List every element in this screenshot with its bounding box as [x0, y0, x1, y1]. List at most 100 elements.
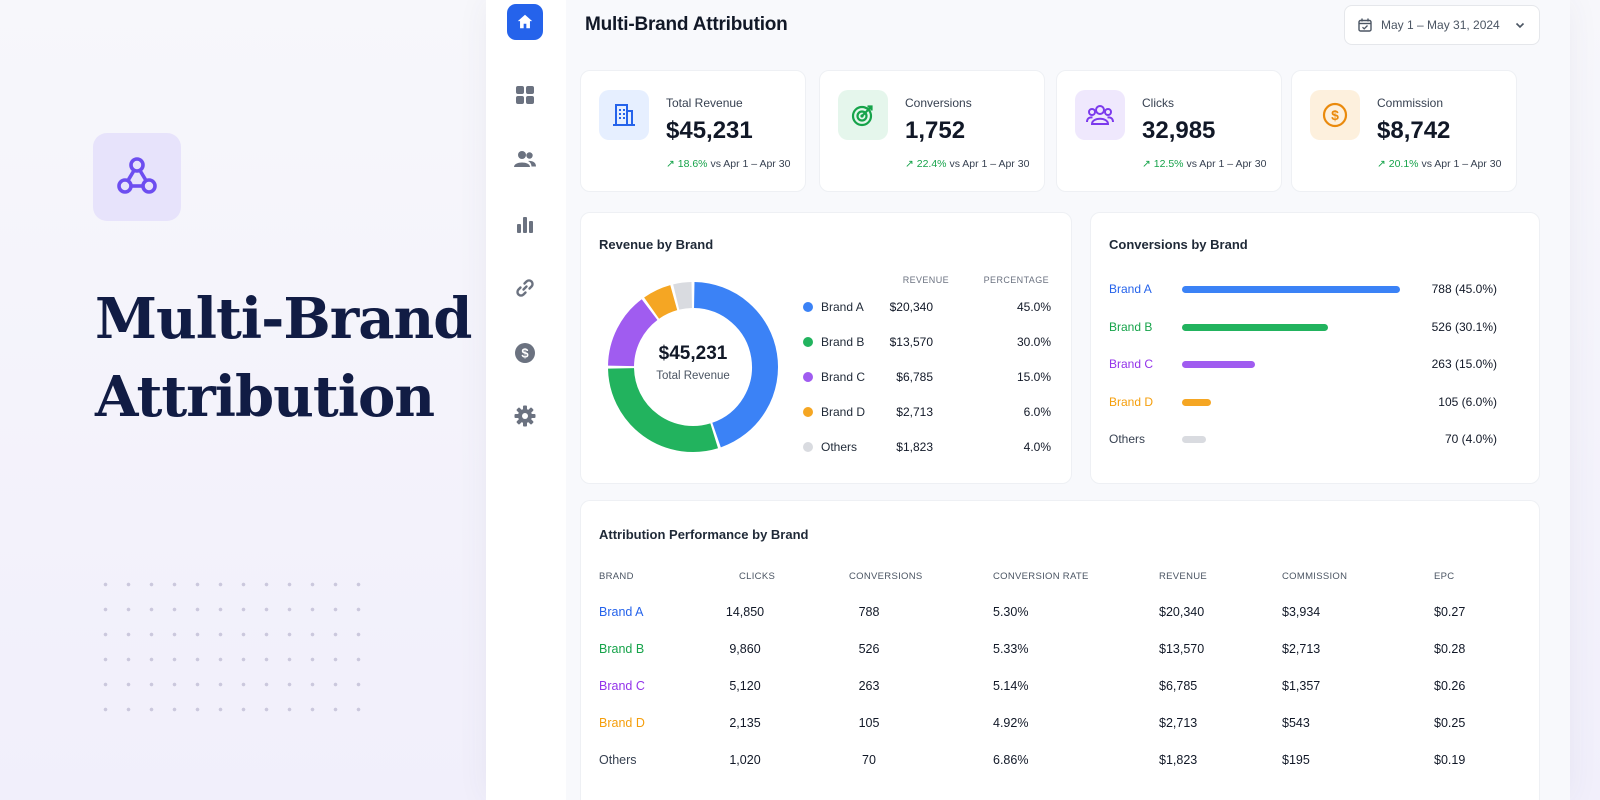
column-header-conversions[interactable]: CONVERSIONS [849, 571, 923, 582]
kpi-value: $45,231 [666, 117, 753, 144]
revenue-by-brand-panel: Revenue by Brand $45,231 Total Revenue R… [580, 212, 1072, 484]
cell-epc: $0.25 [1434, 716, 1466, 730]
trend-up-icon: ↗ [905, 158, 914, 170]
trend-up-icon: ↗ [666, 158, 675, 170]
cell-brand[interactable]: Brand A [599, 605, 644, 619]
hero-title-line-1: Multi-Brand [95, 286, 472, 352]
svg-text:$: $ [521, 346, 529, 361]
cell-commission: $195 [1282, 753, 1310, 767]
legend-row-others: Others $1,823 4.0% [801, 437, 1051, 457]
users-icon [514, 151, 536, 167]
kpi-card-commission: $ Commission $8,742 ↗ 20.1% vs Apr 1 – A… [1291, 70, 1517, 192]
column-header-revenue[interactable]: REVENUE [1159, 571, 1208, 582]
panel-title: Attribution Performance by Brand [599, 527, 809, 542]
legend-label: Brand C [821, 370, 866, 384]
date-range-label: May 1 – May 31, 2024 [1381, 18, 1500, 32]
table-row[interactable]: Others 1,020 70 6.86% $1,823 $195 $0.19 [581, 753, 1539, 775]
cell-brand[interactable]: Others [599, 753, 637, 767]
grid-icon [516, 86, 534, 104]
dot-pattern [94, 572, 364, 712]
calendar-icon [1358, 18, 1372, 32]
sidebar-item-dashboard[interactable] [507, 77, 543, 113]
bar-label: Others [1109, 432, 1146, 446]
dashboard-window: $ Multi-Brand Attribution May 1 – May 31… [486, 0, 1570, 800]
column-header-commission[interactable]: COMMISSION [1282, 571, 1348, 582]
sidebar-item-users[interactable] [507, 141, 543, 177]
column-header-conversion-rate[interactable]: CONVERSION RATE [993, 571, 1089, 582]
kpi-delta: ↗ 12.5% vs Apr 1 – Apr 30 [1142, 158, 1266, 170]
legend-row-brand-b: Brand B $13,570 30.0% [801, 332, 1051, 352]
users-icon [1075, 90, 1125, 140]
bar-value-label: 526 (30.1%) [1431, 319, 1497, 334]
cell-clicks: 2,135 [729, 716, 761, 730]
bar-brand-a[interactable] [1182, 286, 1400, 293]
bar-chart-icon [517, 217, 533, 233]
donut-slice-brand-c[interactable] [608, 299, 658, 367]
table-row[interactable]: Brand C 5,120 263 5.14% $6,785 $1,357 $0.26 [581, 679, 1539, 701]
cell-conversions: 70 [862, 753, 876, 767]
bar-brand-b[interactable] [1182, 323, 1328, 331]
attribution-table-panel: Attribution Performance by Brand BRAND CL… [580, 500, 1540, 800]
main-content: Multi-Brand Attribution May 1 – May 31, … [566, 0, 1570, 800]
sidebar-item-home[interactable] [507, 4, 543, 40]
bar-row-brand-d: Brand D 105 (6.0%) [1109, 393, 1497, 413]
legend-label: Brand B [821, 335, 865, 349]
legend-revenue: $6,785 [896, 370, 933, 384]
sidebar-item-settings[interactable] [507, 398, 543, 434]
donut-slice-brand-b[interactable] [608, 367, 718, 452]
cell-commission: $1,357 [1282, 679, 1321, 693]
building-icon [599, 90, 649, 140]
cell-conversions: 526 [858, 642, 880, 656]
column-header-epc[interactable]: EPC [1434, 571, 1455, 582]
kpi-value: 1,752 [905, 117, 966, 144]
hero-title-line-2: Attribution [95, 364, 435, 430]
kpi-delta-value: 12.5% [1153, 158, 1184, 170]
legend-percentage: 4.0% [1023, 440, 1051, 454]
sidebar-item-links[interactable] [507, 270, 543, 306]
column-header-brand[interactable]: BRAND [599, 571, 634, 582]
kpi-label: Commission [1377, 96, 1444, 110]
date-range-picker[interactable]: May 1 – May 31, 2024 [1344, 5, 1540, 45]
table-row[interactable]: Brand A 14,850 788 5.30% $20,340 $3,934 $0.27 [581, 605, 1539, 627]
legend-revenue: $1,823 [896, 440, 933, 454]
cell-revenue: $20,340 [1159, 605, 1205, 619]
table-row[interactable]: Brand D 2,135 105 4.92% $2,713 $543 $0.25 [581, 716, 1539, 738]
cell-clicks: 5,120 [729, 679, 761, 693]
bar-value-label: 263 (15.0%) [1431, 357, 1497, 371]
donut-slice-brand-d[interactable] [644, 285, 678, 320]
hero: Multi-Brand Attribution [0, 0, 486, 800]
donut-center-label: Total Revenue [656, 370, 730, 382]
gear-icon [514, 405, 536, 427]
chevron-down-icon [1515, 22, 1525, 29]
table-row[interactable]: Brand B 9,860 526 5.33% $13,570 $2,713 $0.28 [581, 642, 1539, 664]
cell-clicks: 1,020 [729, 753, 761, 767]
donut-slice-others[interactable] [673, 282, 693, 310]
cell-revenue: $6,785 [1159, 679, 1198, 693]
bar-others[interactable] [1182, 436, 1206, 443]
kpi-value: $8,742 [1377, 117, 1451, 144]
column-header-clicks[interactable]: CLICKS [739, 571, 776, 582]
bar-label: Brand D [1109, 394, 1154, 409]
bar-brand-d[interactable] [1182, 398, 1212, 406]
panel-title: Revenue by Brand [599, 237, 714, 252]
kpi-delta-value: 20.1% [1388, 158, 1419, 170]
donut-slice-brand-a[interactable] [693, 282, 778, 448]
kpi-delta-value: 18.6% [677, 158, 708, 170]
trend-up-icon: ↗ [1377, 158, 1386, 170]
legend-swatch [803, 302, 813, 312]
cell-brand[interactable]: Brand C [599, 679, 645, 693]
bar-brand-c[interactable] [1182, 361, 1255, 368]
cell-brand[interactable]: Brand D [599, 716, 645, 730]
sidebar-item-analytics[interactable] [507, 206, 543, 242]
kpi-delta: ↗ 20.1% vs Apr 1 – Apr 30 [1377, 158, 1501, 170]
bar-value-label: 788 (45.0%) [1431, 282, 1497, 296]
legend-header-percentage: PERCENTAGE [983, 275, 1049, 285]
legend-revenue: $2,713 [896, 405, 933, 419]
legend-label: Brand A [821, 300, 864, 314]
cell-epc: $0.28 [1434, 642, 1466, 656]
legend-swatch [803, 407, 813, 417]
cell-brand[interactable]: Brand B [599, 642, 645, 656]
bar-row-brand-a: Brand A 788 (45.0%) [1109, 280, 1497, 300]
kpi-compare: vs Apr 1 – Apr 30 [1421, 158, 1502, 170]
sidebar-item-payouts[interactable]: $ [507, 335, 543, 371]
